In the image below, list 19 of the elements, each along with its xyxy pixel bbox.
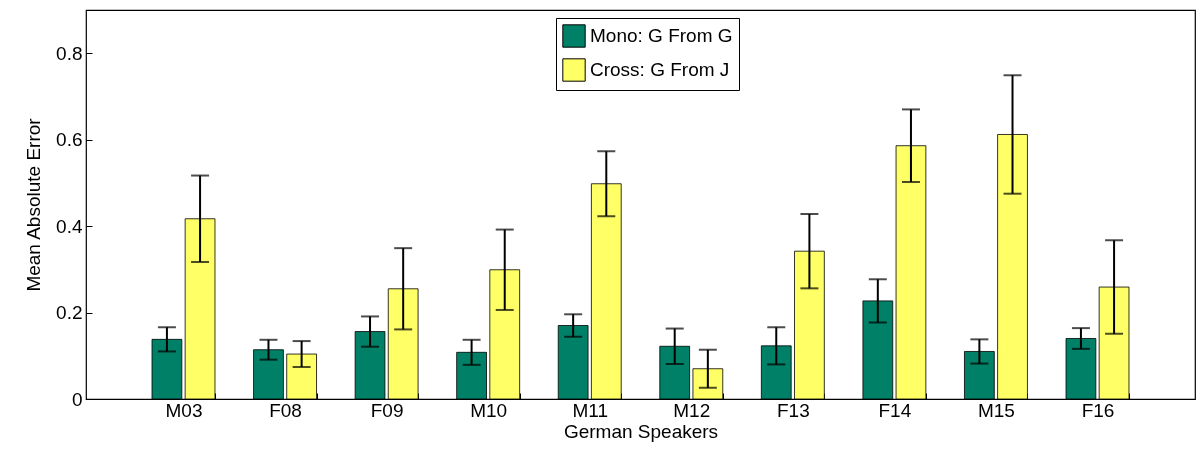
x-tick-label: M15 <box>977 399 1015 421</box>
x-tick-label: F16 <box>1081 399 1115 421</box>
legend-label: Mono: G From G <box>590 25 733 46</box>
x-tick-label: F09 <box>370 399 404 421</box>
x-tick-label: F14 <box>878 399 912 421</box>
x-tick-label: F08 <box>269 399 302 421</box>
x-tick-label: F13 <box>776 399 810 421</box>
x-tick-label: M10 <box>470 399 508 421</box>
legend-label: Cross: G From J <box>590 59 730 80</box>
x-axis-title: German Speakers <box>563 420 719 442</box>
x-tick-label: M11 <box>572 399 608 421</box>
y-tick-label: 0.2 <box>56 302 83 324</box>
x-tick-label: M12 <box>673 399 711 421</box>
y-axis-title: Mean Absolute Error <box>23 117 45 292</box>
y-tick-label: 0 <box>71 388 83 410</box>
x-tick-label: M03 <box>165 399 203 421</box>
y-tick-label: 0.6 <box>56 129 83 151</box>
y-tick-label: 0.8 <box>56 42 83 64</box>
y-tick-label: 0.4 <box>56 215 83 237</box>
